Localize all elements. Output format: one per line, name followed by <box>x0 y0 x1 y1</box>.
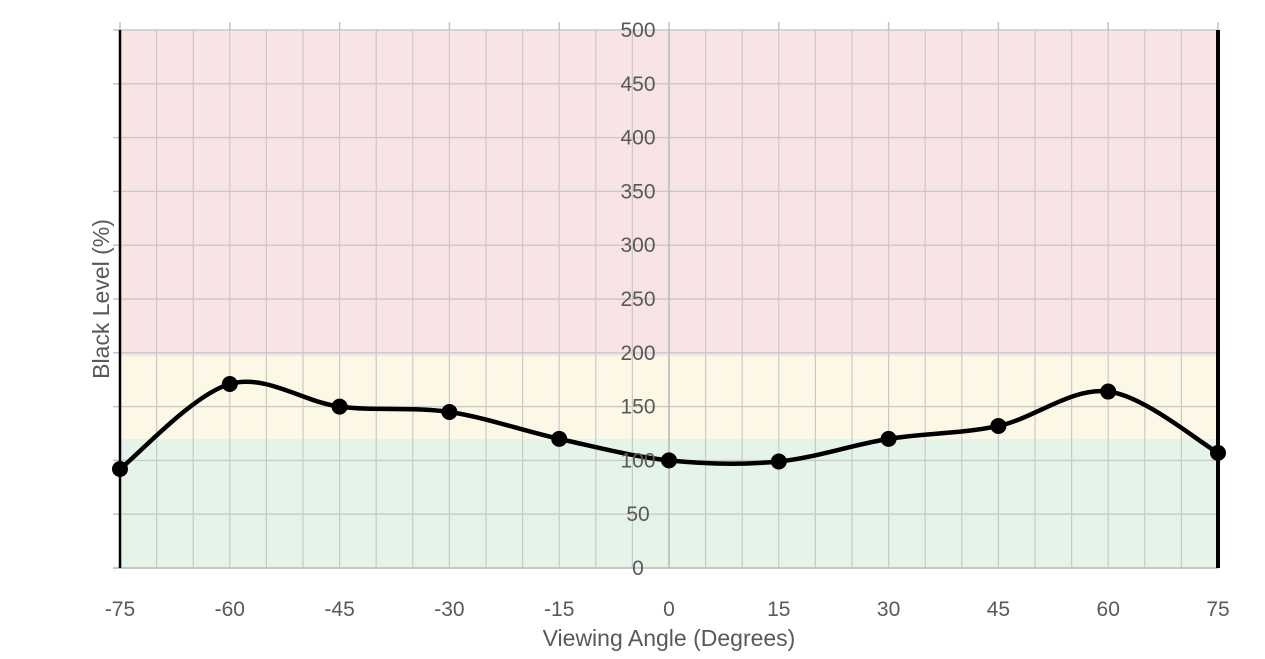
data-point <box>880 430 897 447</box>
y-tick-label: 200 <box>620 342 655 365</box>
axes <box>113 22 1220 569</box>
data-point <box>1100 383 1117 400</box>
x-tick-label: 30 <box>877 598 900 621</box>
x-tick-label: 60 <box>1097 598 1120 621</box>
x-tick-label: -30 <box>434 598 464 621</box>
y-tick-label: 450 <box>620 73 655 96</box>
x-tick-label: 75 <box>1206 598 1229 621</box>
x-tick-label: -45 <box>324 598 354 621</box>
data-point <box>331 398 348 415</box>
tick-labels: -75 -60 -45 -30 -15 0 15 30 45 60 75 0 50 100 150 200 25… <box>105 19 1230 621</box>
y-tick-label: 100 <box>620 449 655 472</box>
data-point <box>112 461 128 478</box>
y-tick-label: 400 <box>620 127 655 150</box>
y-tick-label: 350 <box>620 180 655 203</box>
y-axis-title: Black Level (%) <box>88 219 114 379</box>
y-tick-label: 50 <box>626 503 649 526</box>
data-point <box>551 430 568 447</box>
y-tick-label: 150 <box>620 396 655 419</box>
data-point <box>441 403 458 420</box>
y-tick-label: 250 <box>620 288 655 311</box>
y-tick-label: 500 <box>620 19 655 42</box>
x-tick-label: -60 <box>215 598 245 621</box>
data-point <box>661 452 677 469</box>
x-tick-label: -15 <box>544 598 574 621</box>
y-tick-label: 300 <box>620 234 655 257</box>
x-tick-label: -75 <box>105 598 135 621</box>
data-point <box>221 376 238 393</box>
x-axis-title: Viewing Angle (Degrees) <box>543 625 796 651</box>
data-point <box>770 453 787 470</box>
x-tick-label: 15 <box>767 598 790 621</box>
x-tick-label: 45 <box>987 598 1010 621</box>
x-tick-label: 0 <box>663 598 675 621</box>
data-point <box>1210 444 1226 461</box>
y-tick-label: 0 <box>632 557 644 580</box>
data-point <box>990 417 1007 434</box>
series-layer <box>112 376 1226 478</box>
